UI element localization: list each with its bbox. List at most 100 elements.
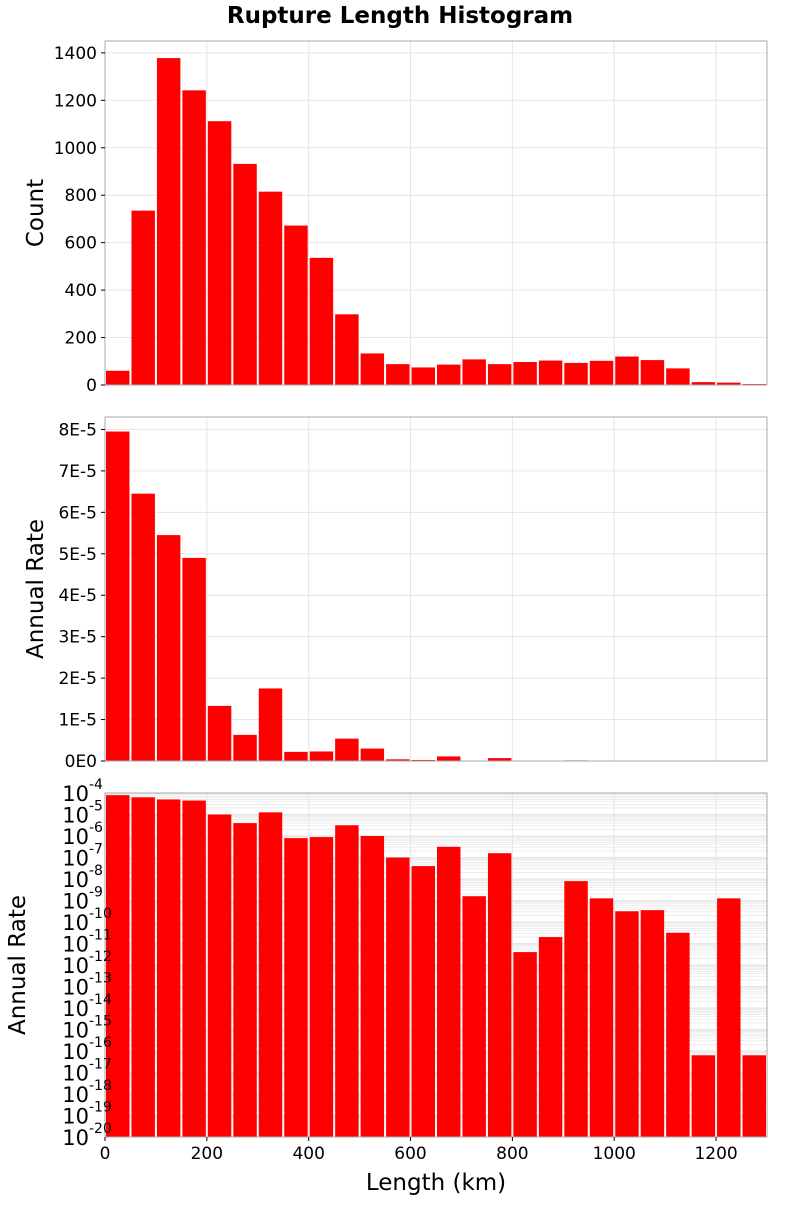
y-tick-exponent: -18 bbox=[89, 1078, 112, 1094]
histogram-bar bbox=[335, 314, 359, 385]
y-tick-label: 10 bbox=[62, 782, 89, 806]
plot-frame bbox=[104, 416, 768, 762]
histogram-bar bbox=[335, 825, 359, 1137]
histogram-bar bbox=[131, 797, 155, 1137]
y-tick-label: 10 bbox=[62, 804, 89, 828]
annual-rate-log-ylabel: Annual Rate bbox=[5, 895, 31, 1035]
histogram-bar bbox=[360, 748, 385, 761]
histogram-bar bbox=[411, 866, 435, 1137]
histogram-bar bbox=[131, 493, 155, 761]
y-tick-label: 1E-5 bbox=[58, 711, 97, 731]
histogram-bar bbox=[538, 937, 563, 1137]
y-tick-label: 10 bbox=[62, 933, 89, 957]
y-tick-exponent: -16 bbox=[89, 1035, 112, 1051]
y-tick-label: 400 bbox=[65, 281, 97, 301]
histogram-bar bbox=[156, 535, 181, 761]
histogram-bar bbox=[182, 90, 206, 386]
histogram-bar bbox=[437, 846, 461, 1137]
histogram-bar bbox=[284, 751, 308, 761]
histogram-bar bbox=[106, 795, 130, 1137]
histogram-bar bbox=[589, 898, 614, 1137]
histogram-bar bbox=[640, 910, 665, 1137]
y-tick-exponent: -9 bbox=[89, 885, 103, 901]
annual-rate-linear-panel: 0E0 1E-5 2E-5 3E-5 4E-5 5E-5 6E-5 7E-5 8E-5 bbox=[58, 416, 768, 772]
x-axis: 0 200 400 600 800 1000 1200 bbox=[100, 1137, 738, 1164]
y-tick-label: 200 bbox=[65, 329, 97, 349]
histogram-bar bbox=[233, 823, 257, 1137]
histogram-bar bbox=[437, 364, 461, 385]
plot-frame bbox=[104, 792, 768, 1138]
y-tick-label: 600 bbox=[65, 234, 97, 254]
y-tick-label: 6E-5 bbox=[58, 503, 97, 523]
y-tick-label: 10 bbox=[62, 976, 89, 1000]
y-tick-label: 3E-5 bbox=[58, 628, 97, 648]
histogram-bar bbox=[462, 359, 486, 385]
histogram-bar bbox=[156, 799, 181, 1137]
y-tick-label: 0E0 bbox=[65, 752, 97, 772]
y-tick-label: 5E-5 bbox=[58, 545, 97, 565]
histogram-bar bbox=[666, 368, 690, 385]
y-tick-exponent: -4 bbox=[89, 777, 103, 793]
chart-title: Rupture Length Histogram bbox=[227, 3, 573, 29]
histogram-bar bbox=[284, 838, 308, 1137]
histogram-bar bbox=[386, 364, 410, 385]
y-tick-label: 10 bbox=[62, 1019, 89, 1043]
histogram-bar bbox=[258, 688, 283, 761]
histogram-bar bbox=[182, 557, 206, 761]
histogram-bar bbox=[386, 857, 410, 1137]
x-tick-label: 600 bbox=[394, 1144, 426, 1164]
histogram-bar bbox=[666, 932, 690, 1137]
y-tick-exponent: -13 bbox=[89, 971, 112, 987]
histogram-bar bbox=[411, 367, 435, 385]
x-tick-label: 1000 bbox=[593, 1144, 636, 1164]
histogram-bar bbox=[615, 911, 639, 1137]
x-tick-label: 400 bbox=[292, 1144, 324, 1164]
y-tick-label: 1200 bbox=[54, 91, 97, 111]
y-tick-label: 10 bbox=[62, 911, 89, 935]
count-panel-ylabel: Count bbox=[23, 179, 49, 247]
y-tick-label: 10 bbox=[62, 847, 89, 871]
histogram-bar bbox=[386, 759, 410, 761]
y-tick-label: 10 bbox=[62, 825, 89, 849]
y-tick-label: 0 bbox=[86, 376, 97, 396]
y-tick-label: 10 bbox=[62, 1040, 89, 1064]
y-tick-label: 4E-5 bbox=[58, 586, 97, 606]
y-tick-exponent: -19 bbox=[89, 1100, 112, 1116]
histogram-bar bbox=[233, 163, 257, 385]
y-tick-exponent: -8 bbox=[89, 863, 103, 879]
x-tick-label: 1200 bbox=[694, 1144, 737, 1164]
histogram-bar bbox=[589, 360, 614, 385]
histogram-bar bbox=[691, 1055, 716, 1137]
y-tick-label: 2E-5 bbox=[58, 669, 97, 689]
x-tick-label: 200 bbox=[191, 1144, 223, 1164]
histogram-bar bbox=[411, 759, 435, 761]
y-tick-exponent: -6 bbox=[89, 820, 103, 836]
y-tick-exponent: -5 bbox=[89, 799, 103, 815]
histogram-bar bbox=[538, 360, 563, 385]
histogram-bar bbox=[615, 356, 639, 385]
annual-rate-linear-ylabel: Annual Rate bbox=[23, 519, 49, 659]
x-tick-label: 800 bbox=[496, 1144, 528, 1164]
y-tick-label: 10 bbox=[62, 1126, 89, 1150]
histogram-bar bbox=[717, 382, 741, 385]
y-tick-label: 8E-5 bbox=[58, 420, 97, 440]
y-tick-exponent: -15 bbox=[89, 1014, 112, 1030]
y-tick-exponent: -20 bbox=[89, 1121, 112, 1137]
histogram-bar bbox=[106, 431, 130, 761]
histogram-bar bbox=[309, 837, 334, 1137]
histogram-bar bbox=[640, 360, 665, 385]
histogram-bar bbox=[258, 191, 283, 385]
y-tick-label: 10 bbox=[62, 1062, 89, 1086]
histogram-bar bbox=[360, 836, 385, 1137]
histogram-bar bbox=[207, 121, 232, 385]
y-tick-label: 10 bbox=[62, 997, 89, 1021]
histogram-bar bbox=[258, 812, 283, 1137]
histogram-bar bbox=[106, 370, 130, 385]
histogram-bar bbox=[156, 58, 181, 385]
histogram-bar bbox=[284, 225, 308, 385]
y-tick-exponent: -17 bbox=[89, 1057, 112, 1073]
y-tick-label: 1000 bbox=[54, 139, 97, 159]
